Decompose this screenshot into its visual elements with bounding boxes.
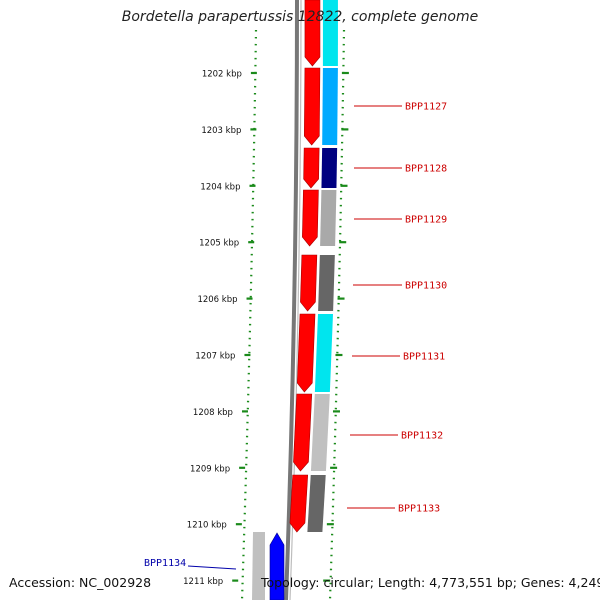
- genome-summary-text: Topology: circular; Length: 4,773,551 bp…: [261, 575, 600, 590]
- gene-category-bar: [321, 148, 338, 188]
- gene-category-bar: [307, 475, 326, 532]
- gene-category-bar: [322, 0, 338, 66]
- gene-category-bar: [314, 314, 333, 392]
- gene-labels: BPP1127 BPP1128 BPP1129 BPP1130 BPP1131 BPP11…: [144, 102, 447, 570]
- forward-gene-arrow: [300, 254, 318, 312]
- gene-category-bar: [318, 255, 335, 311]
- ruler-left-dotted-line: [240, 29, 258, 600]
- forward-gene-arrow: [302, 189, 319, 247]
- accession-text: Accession: NC_002928: [9, 575, 152, 590]
- gene-label[interactable]: BPP1127: [405, 102, 447, 113]
- reverse-gene-arrow: [269, 532, 285, 600]
- gene-label[interactable]: BPP1133: [398, 504, 440, 515]
- gene-label[interactable]: BPP1129: [405, 215, 447, 226]
- ruler-tick-label: 1204 kbp: [200, 182, 240, 192]
- gene-category-bar: [310, 394, 330, 471]
- ruler-tick-label: 1207 kbp: [195, 352, 235, 362]
- gene-track: [252, 0, 338, 600]
- gene-category-bar: [322, 68, 338, 145]
- gene-label[interactable]: BPP1131: [403, 352, 445, 363]
- map-title: Bordetella parapertussis 12822, complete…: [121, 9, 479, 25]
- ruler-tick-label: 1208 kbp: [193, 408, 233, 418]
- ruler-tick-label: 1203 kbp: [201, 126, 241, 136]
- forward-gene-arrow: [304, 0, 321, 67]
- ruler-tick-label: 1211 kbp: [183, 577, 223, 587]
- ruler-tick-label: 1202 kbp: [202, 70, 242, 80]
- ruler-tick-label: 1210 kbp: [187, 521, 227, 531]
- forward-gene-arrow: [289, 474, 309, 533]
- ruler-tick-label: 1206 kbp: [197, 295, 237, 305]
- backbone-outer-line: [284, 0, 299, 600]
- forward-gene-arrow: [293, 393, 313, 472]
- ruler-tick-label: 1205 kbp: [199, 239, 239, 249]
- kbp-ruler: 1202 kbp 1203 kbp 1204 kbp 1205 kbp 1206 kbp…: [183, 29, 349, 600]
- gene-label[interactable]: BPP1128: [405, 164, 447, 175]
- forward-gene-arrow: [304, 67, 321, 146]
- reverse-gene-category-bar: [252, 532, 265, 600]
- forward-gene-arrow: [303, 147, 320, 189]
- forward-gene-arrow: [296, 313, 316, 393]
- ruler-tick-label: 1209 kbp: [190, 464, 230, 474]
- gene-label[interactable]: BPP1134: [144, 558, 186, 569]
- gene-label[interactable]: BPP1130: [405, 281, 447, 292]
- gene-label-leader: [187, 565, 237, 570]
- gene-category-bar: [320, 190, 337, 246]
- gene-label[interactable]: BPP1132: [401, 431, 443, 442]
